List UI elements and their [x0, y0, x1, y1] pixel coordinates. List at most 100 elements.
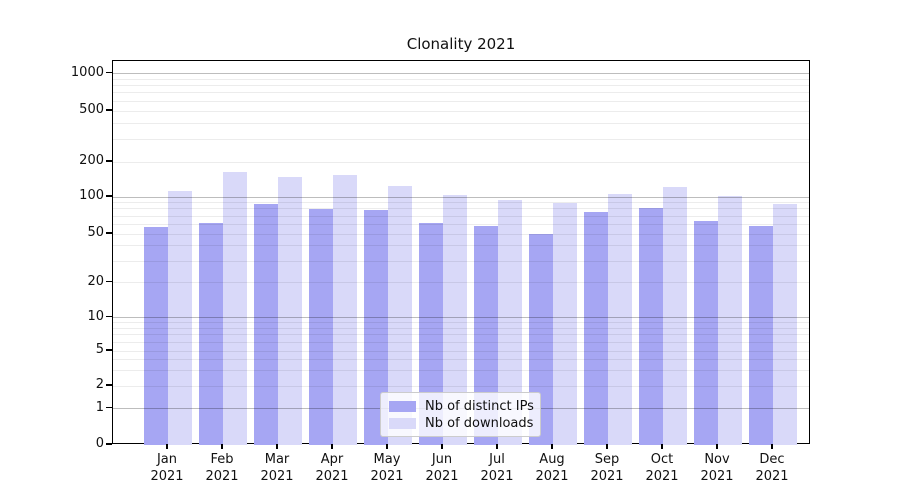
y-tick-mark: [106, 315, 112, 318]
x-tick-label-jan: Jan 2021: [139, 452, 195, 485]
y-tick-label-10: 10: [87, 308, 104, 324]
x-tick-month: May: [373, 452, 401, 467]
y-tick-mark: [106, 232, 112, 234]
x-tick-year: 2021: [150, 468, 184, 484]
x-tick-mark: [771, 444, 773, 449]
x-tick-mark: [496, 444, 498, 449]
x-tick-mark: [716, 444, 718, 449]
y-tick-label-500: 500: [79, 102, 104, 117]
x-tick-month: Apr: [320, 452, 344, 467]
legend-label: Nb of distinct IPs: [425, 398, 534, 414]
y-tick-mark: [106, 406, 112, 409]
bar-dec-distinct-ips: [749, 226, 773, 445]
x-tick-month: Mar: [264, 452, 290, 467]
y-tick-mark: [106, 280, 112, 283]
x-tick-month: Jan: [156, 452, 178, 467]
x-tick-mark: [661, 444, 663, 449]
y-tick-label-100: 100: [79, 188, 104, 203]
x-tick-year: 2021: [755, 468, 789, 484]
bar-jan-downloads: [168, 191, 192, 445]
gridline-90: [113, 202, 809, 204]
gridline-5: [113, 350, 809, 352]
gridline-100: [113, 196, 809, 198]
y-tick-label-200: 200: [79, 153, 104, 168]
x-tick-month: Dec: [759, 452, 785, 467]
legend-label: Nb of downloads: [425, 415, 534, 431]
y-tick-mark: [106, 71, 112, 74]
x-tick-mark: [166, 444, 168, 449]
x-tick-year: 2021: [260, 468, 294, 484]
y-tick-mark: [106, 109, 112, 111]
gridline-800: [113, 85, 809, 87]
y-tick-label-1000: 1000: [70, 64, 104, 80]
bar-nov-downloads: [718, 196, 742, 445]
x-tick-year: 2021: [370, 468, 404, 484]
x-tick-year: 2021: [315, 468, 349, 484]
bar-feb-distinct-ips: [199, 222, 223, 445]
gridline-600: [113, 100, 809, 102]
y-tick-mark: [106, 160, 112, 162]
gridline-40: [113, 245, 809, 247]
x-tick-label-may: May 2021: [359, 452, 415, 485]
x-tick-label-apr: Apr 2021: [304, 452, 360, 485]
legend-entry-downloads: Nb of downloads: [389, 415, 534, 431]
x-tick-label-feb: Feb 2021: [194, 452, 250, 485]
bar-nov-distinct-ips: [694, 220, 718, 445]
gridline-1000: [113, 73, 809, 74]
x-tick-year: 2021: [645, 468, 679, 484]
x-tick-year: 2021: [205, 468, 239, 484]
x-tick-mark: [221, 444, 223, 449]
y-tick-label-2: 2: [95, 377, 104, 392]
x-tick-mark: [386, 444, 388, 449]
x-tick-month: Jun: [431, 452, 453, 467]
gridline-500: [113, 110, 809, 112]
x-tick-year: 2021: [480, 468, 514, 484]
gridline-700: [113, 92, 809, 94]
x-tick-month: Jul: [489, 452, 505, 467]
gridline-400: [113, 122, 809, 124]
distinct-ips-swatch-icon: [389, 400, 416, 412]
bar-oct-distinct-ips: [639, 208, 663, 445]
y-tick-label-20: 20: [87, 273, 104, 289]
gridline-6: [113, 341, 809, 343]
x-tick-year: 2021: [590, 468, 624, 484]
gridline-8: [113, 327, 809, 329]
y-tick-label-50: 50: [87, 225, 104, 240]
x-tick-month: Sep: [594, 452, 620, 467]
bar-apr-downloads: [333, 174, 357, 445]
gridline-900: [113, 78, 809, 80]
x-tick-year: 2021: [425, 468, 459, 484]
x-tick-month: Oct: [650, 452, 674, 467]
x-tick-label-dec: Dec 2021: [744, 452, 800, 485]
gridline-7: [113, 334, 809, 336]
gridline-50: [113, 233, 809, 235]
x-tick-mark: [441, 444, 443, 449]
bar-aug-downloads: [553, 203, 577, 445]
y-tick-mark: [106, 349, 112, 351]
x-tick-label-sep: Sep 2021: [579, 452, 635, 485]
gridline-30: [113, 260, 809, 262]
gridline-2: [113, 385, 809, 387]
bar-sep-distinct-ips: [584, 212, 608, 445]
x-tick-label-oct: Oct 2021: [634, 452, 690, 485]
bar-apr-distinct-ips: [309, 208, 333, 445]
x-tick-label-jul: Jul 2021: [469, 452, 525, 485]
grid-layer: [113, 61, 809, 443]
legend-entry-distinct-ips: Nb of distinct IPs: [389, 398, 534, 414]
y-tick-mark: [106, 443, 112, 445]
legend: Nb of distinct IPs Nb of downloads: [380, 392, 541, 437]
x-tick-year: 2021: [535, 468, 569, 484]
gridline-70: [113, 215, 809, 217]
bar-dec-downloads: [773, 203, 797, 445]
bar-feb-downloads: [223, 171, 247, 445]
x-tick-year: 2021: [700, 468, 734, 484]
x-tick-label-mar: Mar 2021: [249, 452, 305, 485]
y-tick-mark: [106, 195, 112, 197]
x-tick-mark: [606, 444, 608, 449]
plot-area: [112, 60, 810, 445]
y-tick-label-0: 0: [95, 436, 104, 451]
bar-jan-distinct-ips: [144, 227, 168, 445]
chart-title: Clonality 2021: [406, 35, 516, 53]
bar-oct-downloads: [663, 186, 687, 445]
